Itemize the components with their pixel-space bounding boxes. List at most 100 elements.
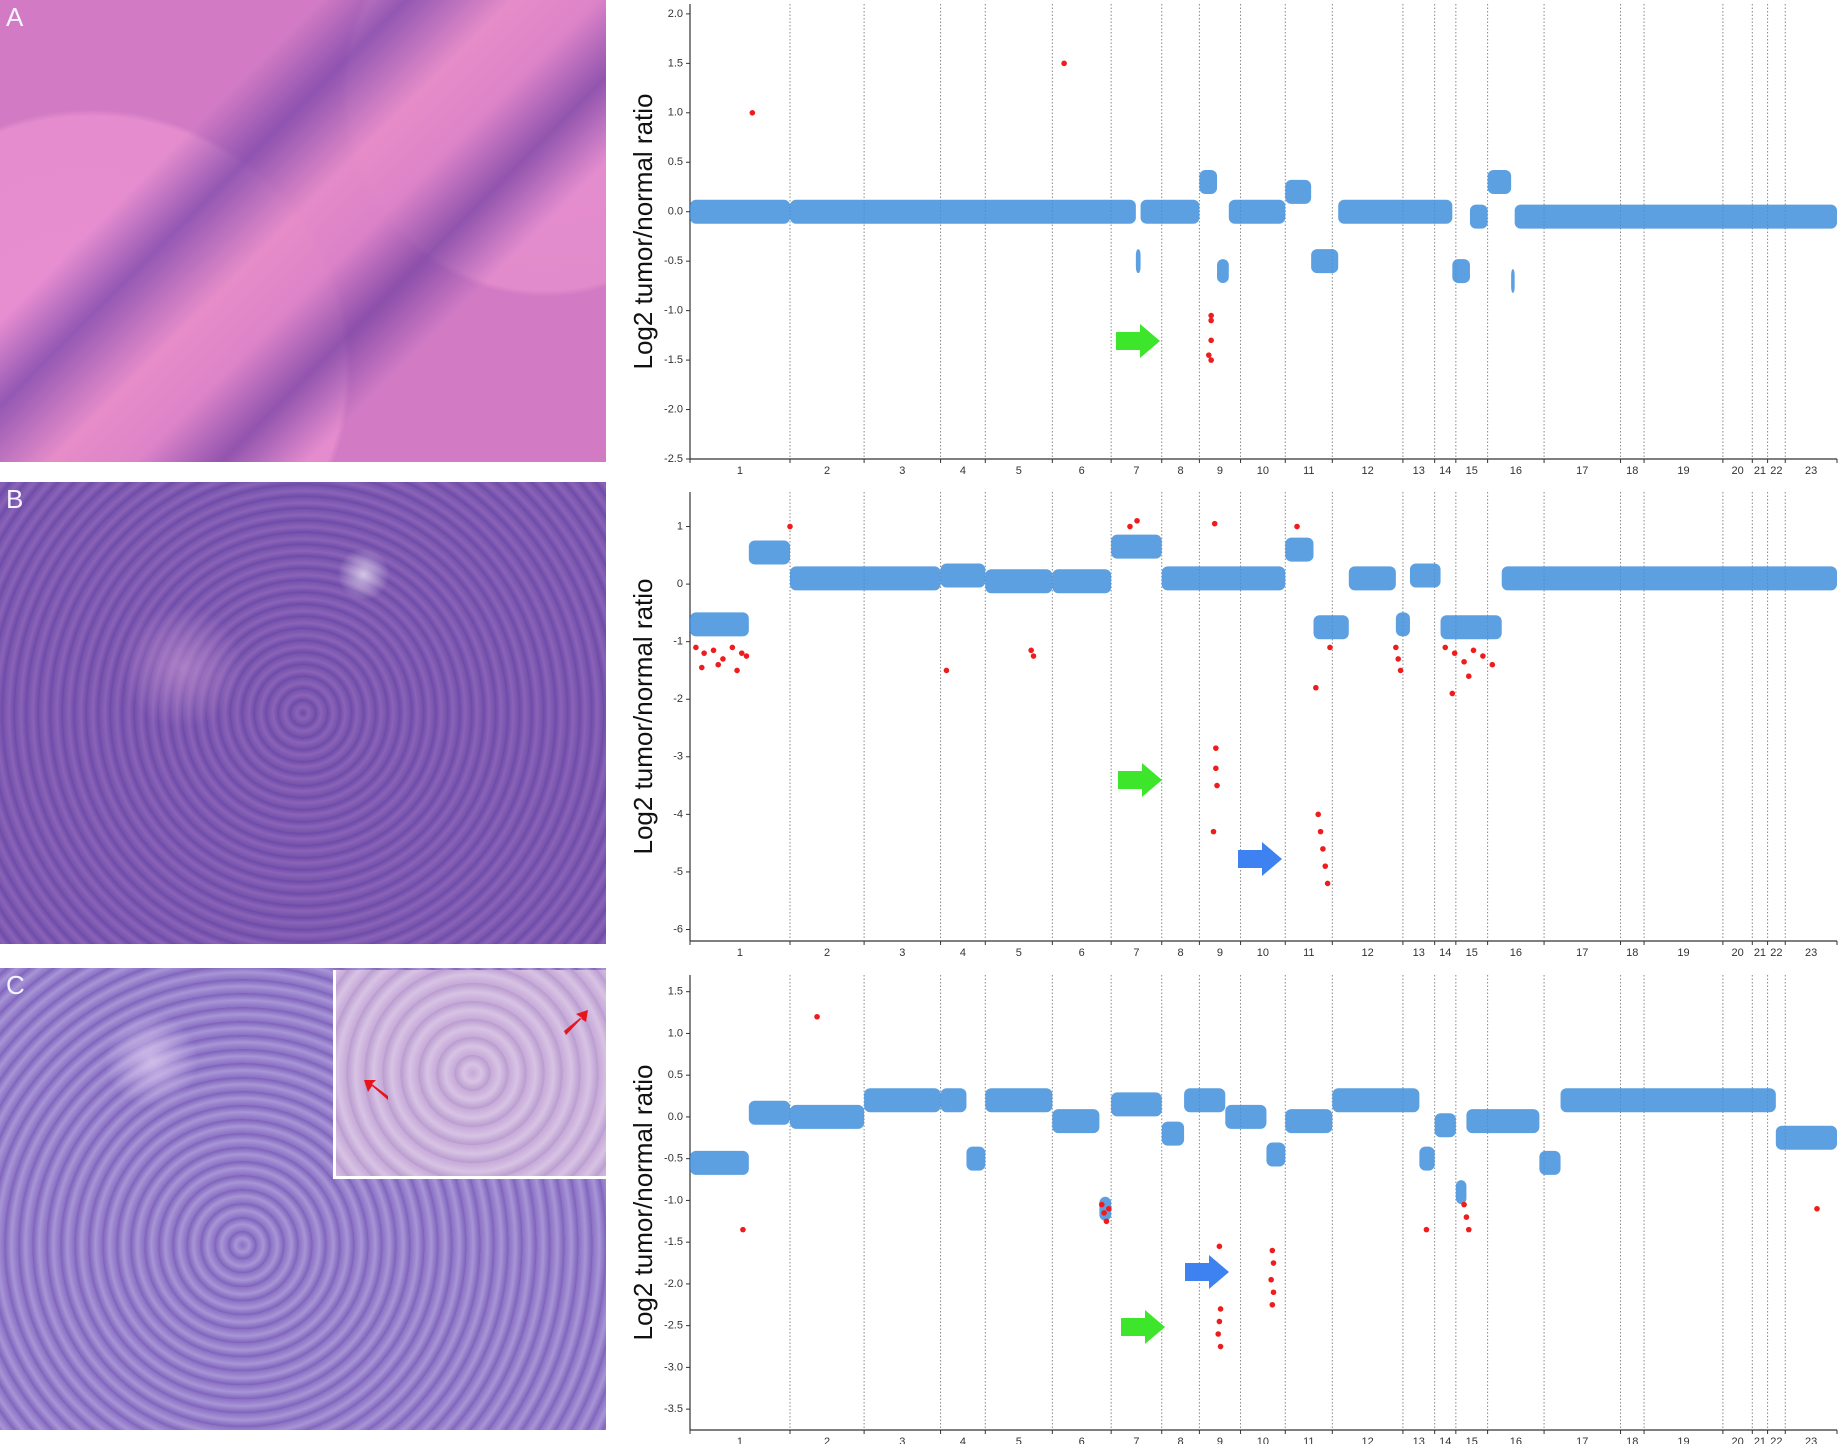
y-tick-label: -2.0: [664, 1278, 683, 1290]
chromosome-label: 20: [1731, 1436, 1743, 1444]
chromosome-label: 21: [1754, 465, 1766, 477]
segment: [1184, 1088, 1226, 1113]
segment: [789, 1104, 865, 1129]
outlier-point: [1313, 684, 1319, 691]
outlier-point: [1294, 523, 1300, 530]
outlier-point: [1327, 644, 1333, 651]
panel-label: A: [6, 2, 24, 32]
segment: [1161, 1121, 1185, 1146]
y-axis-label: Log2 tumor/normal ratio: [628, 93, 658, 369]
chromosome-label: 16: [1510, 465, 1522, 477]
chromosome-label: 2: [824, 465, 830, 477]
segment: [1501, 566, 1837, 591]
chromosome-label: 12: [1361, 947, 1373, 959]
chromosome-label: 15: [1466, 947, 1478, 959]
segment: [1514, 204, 1837, 229]
annotation-arrow: [1185, 1255, 1229, 1289]
outlier-point: [1423, 1226, 1430, 1233]
segment: [1487, 170, 1512, 195]
inset-arrows: [364, 1010, 588, 1100]
outlier-point: [720, 656, 726, 662]
y-tick-label: 0.5: [668, 1069, 683, 1081]
outlier-point: [1208, 317, 1214, 324]
segment: [1452, 259, 1470, 284]
outlier-point: [1395, 656, 1401, 662]
segment: [1332, 1088, 1420, 1113]
histology-image: A: [0, 0, 606, 462]
chromosome-label: 13: [1413, 465, 1425, 477]
outlier-point: [1480, 653, 1486, 659]
y-tick-label: -2.0: [664, 403, 683, 415]
segment: [1409, 563, 1441, 588]
chromosome-label: 23: [1805, 465, 1817, 477]
chromosome-label: 23: [1805, 947, 1817, 959]
chromosome-label: 7: [1133, 947, 1139, 959]
chromosome-label: 7: [1133, 465, 1139, 477]
outlier-point: [1489, 661, 1496, 668]
chromosome-label: 5: [1016, 1436, 1022, 1444]
chromosome-label: 6: [1079, 465, 1085, 477]
chromosome-label: 18: [1626, 947, 1638, 959]
chromosome-label: 16: [1510, 1436, 1522, 1444]
outlier-point: [1134, 517, 1140, 524]
chromosome-label: 3: [899, 465, 905, 477]
segment: [1311, 249, 1339, 274]
outlier-point: [710, 647, 717, 654]
outlier-point: [1449, 690, 1456, 697]
chromosome-label: 5: [1016, 465, 1022, 477]
segment: [1228, 199, 1286, 224]
chromosome-label: 17: [1576, 947, 1588, 959]
chromosome-label: 20: [1731, 465, 1743, 477]
chromosome-label: 21: [1754, 947, 1766, 959]
chromosome-label: 2: [824, 947, 830, 959]
outlier-point: [701, 650, 707, 656]
chromosome-label: 9: [1217, 1436, 1223, 1444]
segment: [940, 563, 986, 588]
outlier-point: [1269, 1301, 1276, 1308]
chromosome-label: 19: [1677, 947, 1689, 959]
segment: [1539, 1150, 1561, 1175]
chromosome-label: 9: [1217, 947, 1223, 959]
outlier-point: [943, 667, 950, 674]
segment: [1285, 1109, 1333, 1134]
outlier-point: [698, 664, 705, 671]
y-tick-label: -0.5: [664, 255, 683, 267]
y-tick-label: -6: [673, 923, 683, 935]
y-tick-label: -3: [673, 751, 683, 763]
outlier-point: [1030, 653, 1037, 659]
outlier-point: [1461, 1201, 1467, 1208]
chromosome-label: 19: [1677, 1436, 1689, 1444]
outlier-point: [1208, 357, 1214, 363]
outlier-point: [814, 1013, 820, 1020]
outlier-point: [1208, 337, 1214, 344]
segment: [1285, 179, 1312, 204]
y-tick-label: 1.0: [668, 107, 683, 119]
chromosome-label: 8: [1178, 465, 1184, 477]
outlier-point: [1397, 667, 1404, 674]
chromosome-label: 6: [1079, 947, 1085, 959]
chromosome-label: 1: [737, 947, 743, 959]
histology-image: B: [0, 482, 606, 944]
outlier-point: [1442, 644, 1449, 651]
segment: [1052, 1109, 1100, 1134]
chromosome-label: 4: [960, 465, 966, 477]
segment: [1434, 1113, 1456, 1138]
outlier-point: [1213, 745, 1219, 751]
chromosome-label: 22: [1770, 465, 1782, 477]
chromosome-label: 4: [960, 1436, 966, 1444]
chromosome-label: 17: [1576, 465, 1588, 477]
chromosome-label: 6: [1079, 1436, 1085, 1444]
y-tick-label: 0.0: [668, 1111, 683, 1123]
segment: [1217, 259, 1229, 284]
y-tick-label: 1.5: [668, 986, 683, 998]
y-tick-label: 0.5: [668, 156, 683, 168]
chromosome-label: 22: [1770, 1436, 1782, 1444]
y-tick-label: 1.5: [668, 57, 683, 69]
panel-label: C: [6, 970, 25, 1000]
chromosome-label: 18: [1626, 465, 1638, 477]
segment: [1111, 534, 1162, 559]
chromosome-label: 22: [1770, 947, 1782, 959]
segment: [789, 199, 1136, 224]
chromosome-label: 17: [1576, 1436, 1588, 1444]
